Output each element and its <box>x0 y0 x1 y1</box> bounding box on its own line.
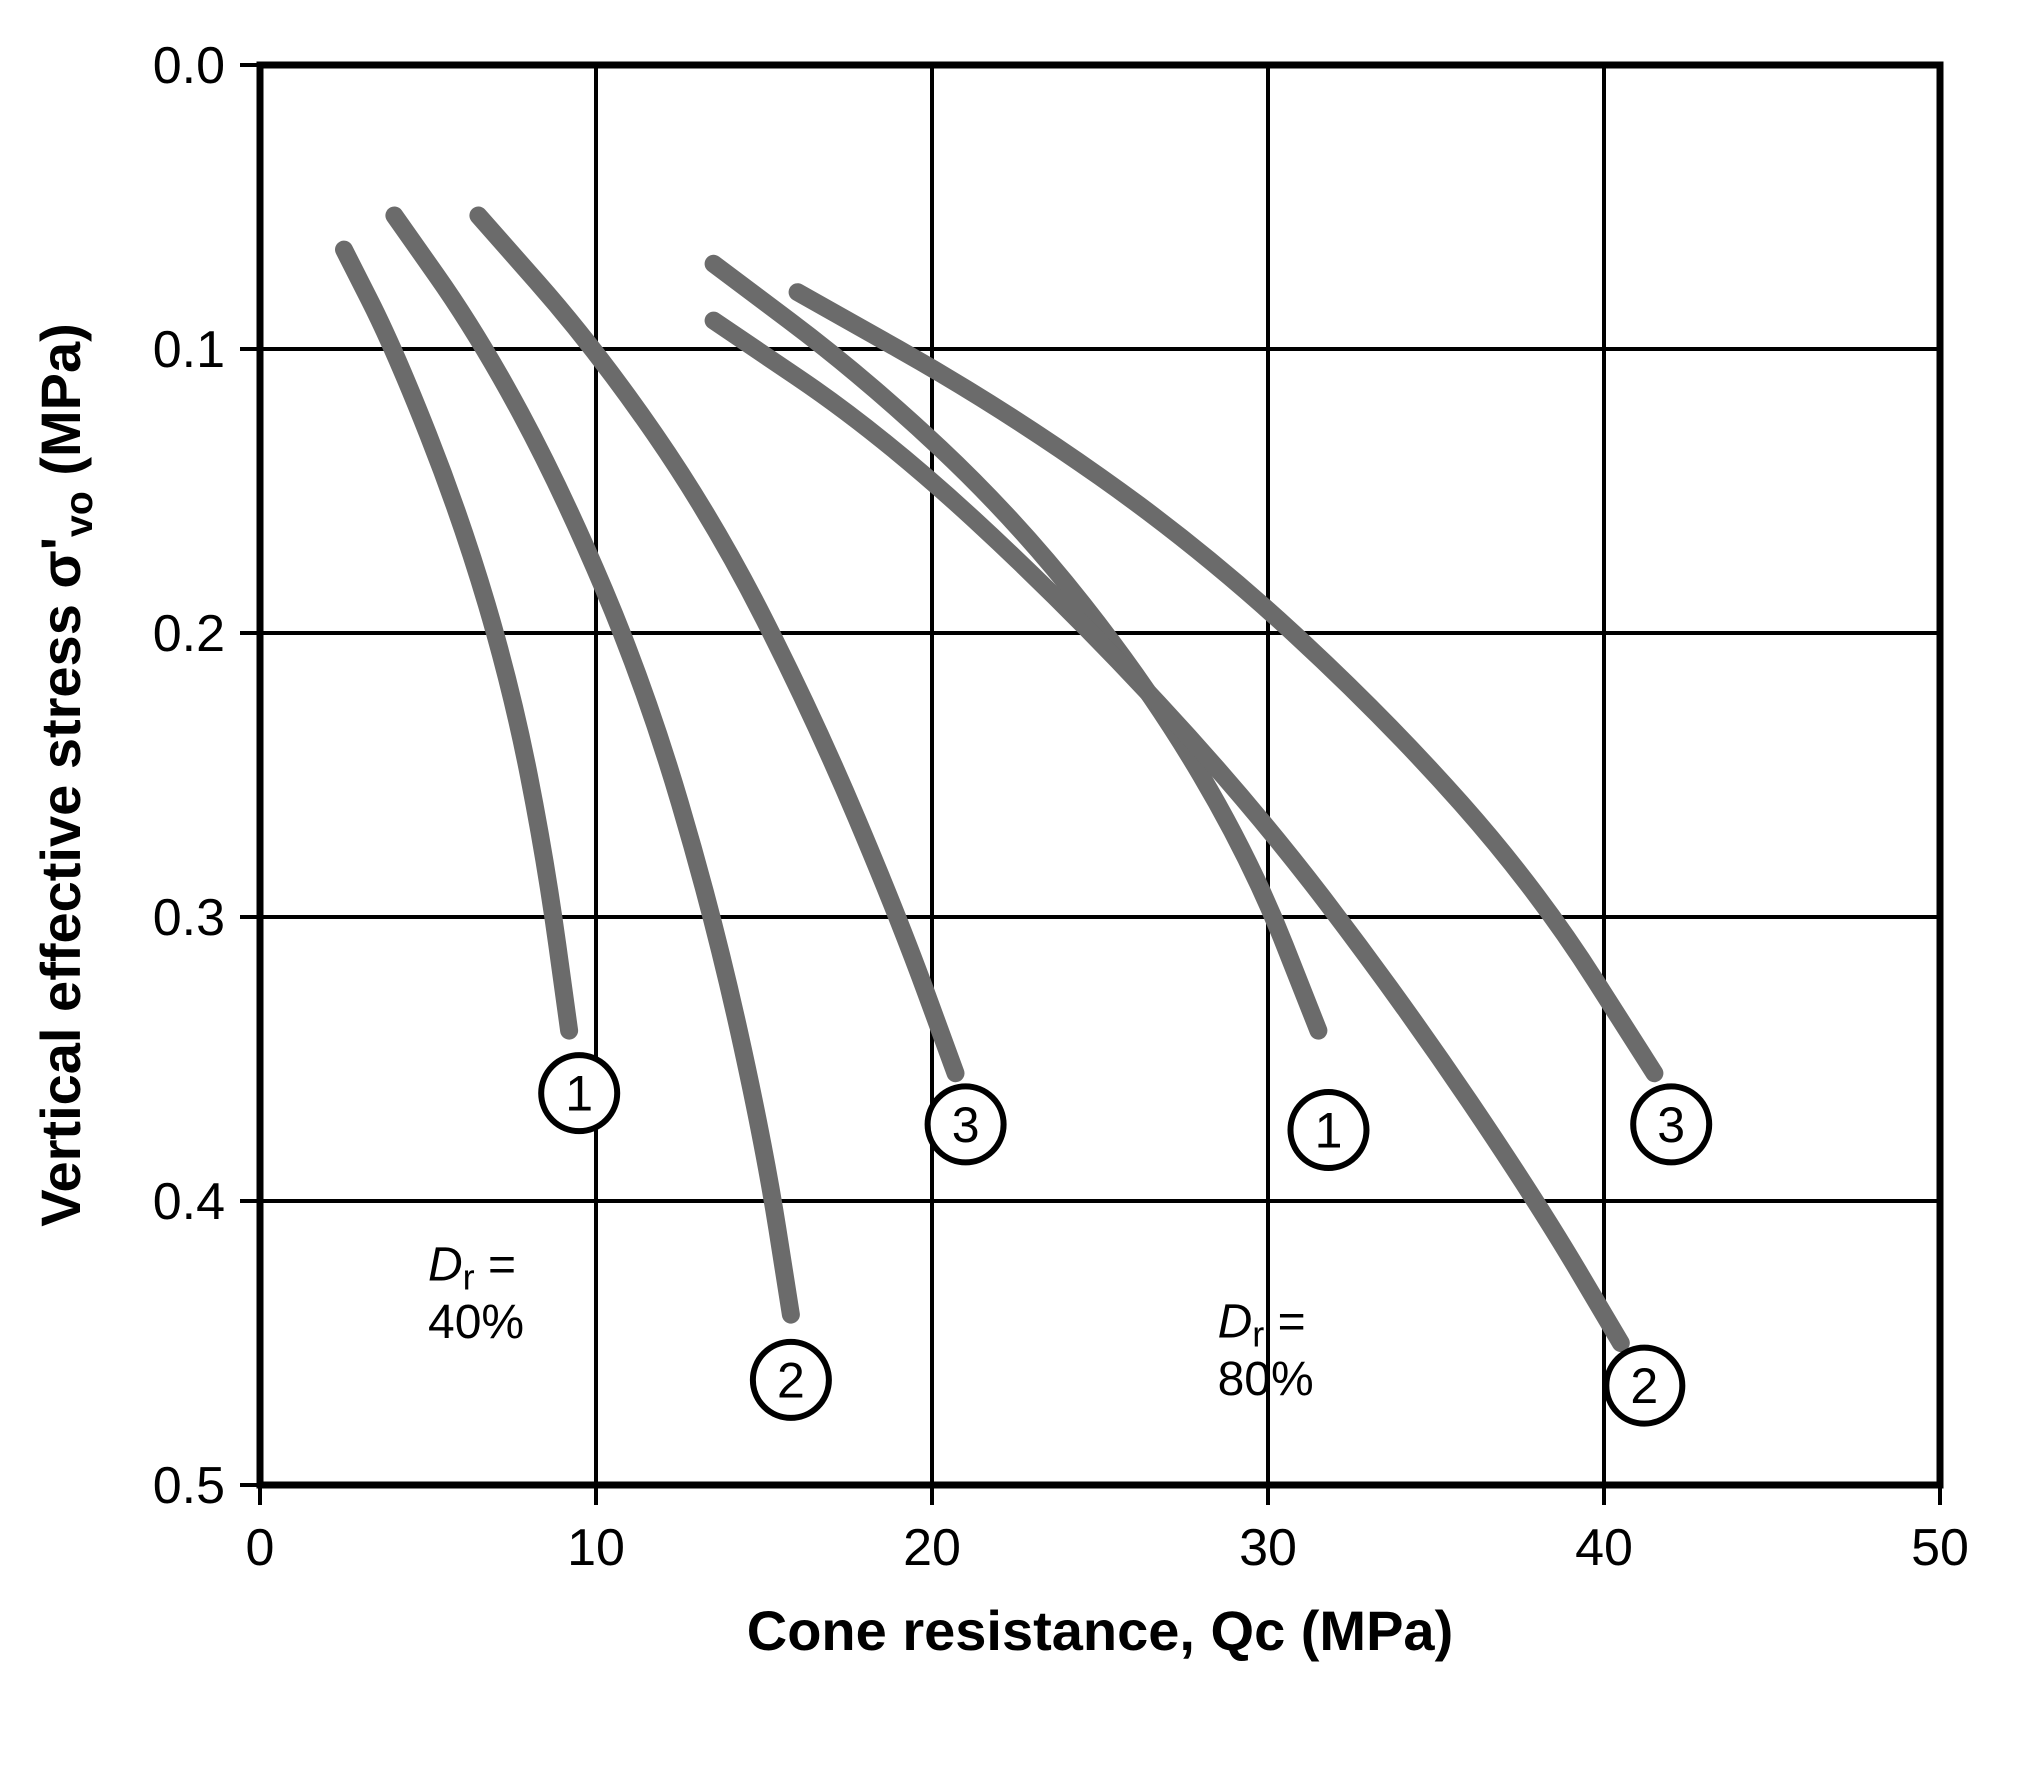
y-tick-label: 0.4 <box>153 1173 225 1231</box>
curve-marker-label: 1 <box>1315 1103 1343 1159</box>
y-axis-label: Vertical effective stress σ'vo (MPa) <box>29 323 101 1227</box>
curve-marker-label: 2 <box>1630 1358 1658 1414</box>
cone-resistance-chart: 0 10 20 30 40 50 0.0 0.1 0.2 0.3 0.4 0.5 Cone resist… <box>20 20 2025 1769</box>
y-tick-label: 0.2 <box>153 605 225 663</box>
y-tick-label: 0.3 <box>153 889 225 947</box>
svg-text:80%: 80% <box>1218 1353 1314 1406</box>
curve-marker-label: 2 <box>777 1352 805 1408</box>
x-tick-label: 0 <box>246 1519 275 1577</box>
svg-text:40%: 40% <box>428 1296 524 1349</box>
y-tick-label: 0.0 <box>153 37 225 95</box>
x-tick-label: 40 <box>1575 1519 1633 1577</box>
x-tick-label: 20 <box>903 1519 961 1577</box>
x-axis-label: Cone resistance, Qc (MPa) <box>747 1599 1453 1662</box>
curve-marker-label: 3 <box>1657 1097 1685 1153</box>
y-tick-label: 0.5 <box>153 1457 225 1515</box>
y-tick-label: 0.1 <box>153 321 225 379</box>
x-tick-label: 10 <box>567 1519 625 1577</box>
curve-marker-label: 1 <box>565 1066 593 1122</box>
x-tick-label: 50 <box>1911 1519 1969 1577</box>
curve-marker-label: 3 <box>952 1097 980 1153</box>
chart-container: 0 10 20 30 40 50 0.0 0.1 0.2 0.3 0.4 0.5 Cone resist… <box>20 20 2025 1769</box>
x-tick-label: 30 <box>1239 1519 1297 1577</box>
